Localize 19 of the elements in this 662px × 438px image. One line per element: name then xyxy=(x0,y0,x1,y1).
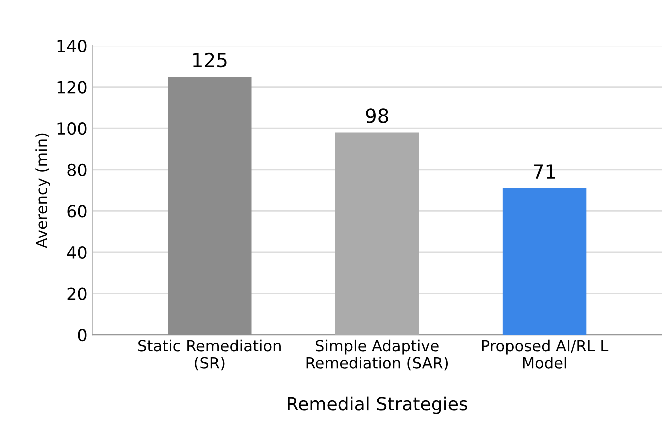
x-tick-label: Proposed AI/RL L Model xyxy=(482,340,609,369)
y-tick-label: 80 xyxy=(68,164,87,176)
y-tick-label: 120 xyxy=(58,81,87,94)
y-tick-label: 140 xyxy=(58,40,87,53)
x-axis-title: Remedial Strategies xyxy=(288,396,468,414)
y-tick-label: 60 xyxy=(68,205,87,218)
bar xyxy=(168,76,252,336)
y-tick-label: 0 xyxy=(78,329,87,342)
y-tick-label: 100 xyxy=(58,122,87,136)
y-tick-label: 40 xyxy=(67,246,87,260)
data-label: 71 xyxy=(534,164,556,179)
data-label: 125 xyxy=(193,52,227,68)
bar xyxy=(335,132,420,336)
y-axis-title: Averency (min) xyxy=(36,134,50,248)
x-tick-label: Static Remediation (SR) xyxy=(138,340,281,371)
x-tick-label: Simple Adaptive Remediation (SAR) xyxy=(306,340,448,371)
y-tick-label: 20 xyxy=(68,288,87,300)
bar xyxy=(502,188,587,336)
data-label: 98 xyxy=(366,108,388,124)
